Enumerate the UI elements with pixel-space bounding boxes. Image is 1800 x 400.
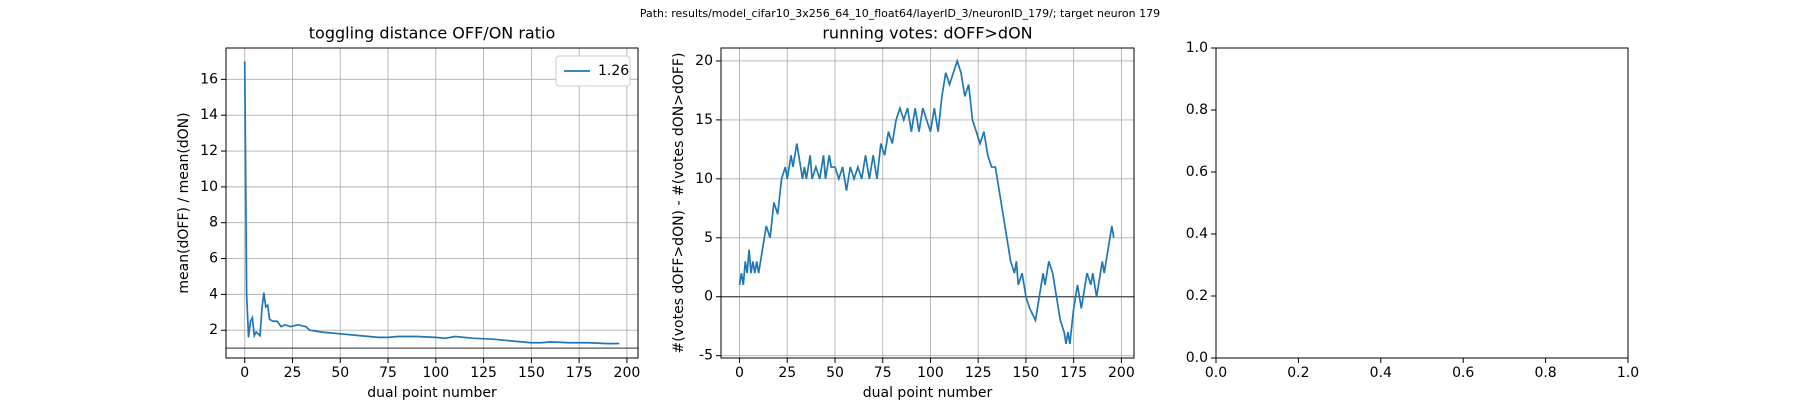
x-tick-label: 0.2	[1287, 365, 1309, 381]
y-tick-label: 2	[209, 322, 218, 338]
x-tick-label: 75	[874, 365, 892, 381]
x-tick-label: 125	[965, 365, 992, 381]
x-tick-label: 25	[778, 365, 796, 381]
y-tick-label: -5	[699, 348, 713, 364]
x-axis-label: dual point number	[367, 385, 497, 400]
y-tick-label: 20	[695, 53, 713, 69]
y-axis-label: #(votes dOFF>dON) - #(votes dON>dOFF)	[671, 53, 687, 354]
data-line	[243, 61, 620, 345]
x-tick-label: 0.0	[1205, 365, 1227, 381]
legend-box	[555, 55, 631, 87]
x-tick-label: 175	[566, 365, 593, 381]
y-tick-label: 0.4	[1186, 226, 1208, 242]
y-axis-label: mean(dOFF) / mean(dON)	[176, 112, 192, 293]
y-tick-label: 6	[209, 251, 218, 267]
y-tick-label: 8	[209, 215, 218, 231]
axes-title: running votes: dOFF>dON	[822, 24, 1032, 43]
x-tick-label: 0.4	[1370, 365, 1392, 381]
legend-label: 1.26	[598, 63, 629, 79]
x-tick-label: 50	[826, 365, 844, 381]
axes-frame	[1215, 47, 1629, 359]
data-line	[738, 58, 1115, 344]
y-tick-label: 15	[695, 112, 713, 128]
y-tick-label: 10	[200, 179, 218, 195]
y-tick-label: 16	[200, 71, 218, 87]
x-tick-label: 0	[240, 365, 249, 381]
y-tick-label: 12	[200, 143, 218, 159]
axes-frame	[225, 47, 639, 359]
x-tick-label: 200	[614, 365, 641, 381]
y-tick-label: 14	[200, 107, 218, 123]
x-tick-label: 0.6	[1452, 365, 1474, 381]
axes-title: toggling distance OFF/ON ratio	[309, 24, 555, 43]
x-tick-label: 1.0	[1617, 365, 1639, 381]
y-tick-label: 0	[704, 289, 713, 305]
x-tick-label: 200	[1108, 365, 1135, 381]
x-tick-label: 50	[331, 365, 349, 381]
x-tick-label: 75	[379, 365, 397, 381]
y-tick-label: 4	[209, 286, 218, 302]
figure-title: Path: results/model_cifar10_3x256_64_10_…	[640, 7, 1160, 20]
x-tick-label: 0.8	[1534, 365, 1556, 381]
x-tick-label: 25	[284, 365, 302, 381]
y-tick-label: 5	[704, 230, 713, 246]
x-tick-label: 175	[1060, 365, 1087, 381]
x-tick-label: 0	[735, 365, 744, 381]
y-tick-label: 10	[695, 171, 713, 187]
x-tick-label: 150	[518, 365, 545, 381]
y-tick-label: 0.6	[1186, 164, 1208, 180]
y-tick-label: 0.2	[1186, 288, 1208, 304]
x-tick-label: 125	[470, 365, 497, 381]
y-tick-label: 1.0	[1186, 40, 1208, 56]
x-tick-label: 100	[422, 365, 449, 381]
axes-frame	[720, 47, 1135, 359]
x-tick-label: 150	[1013, 365, 1040, 381]
x-tick-label: 100	[917, 365, 944, 381]
y-tick-label: 0.0	[1186, 350, 1208, 366]
y-tick-label: 0.8	[1186, 102, 1208, 118]
x-axis-label: dual point number	[863, 385, 993, 400]
